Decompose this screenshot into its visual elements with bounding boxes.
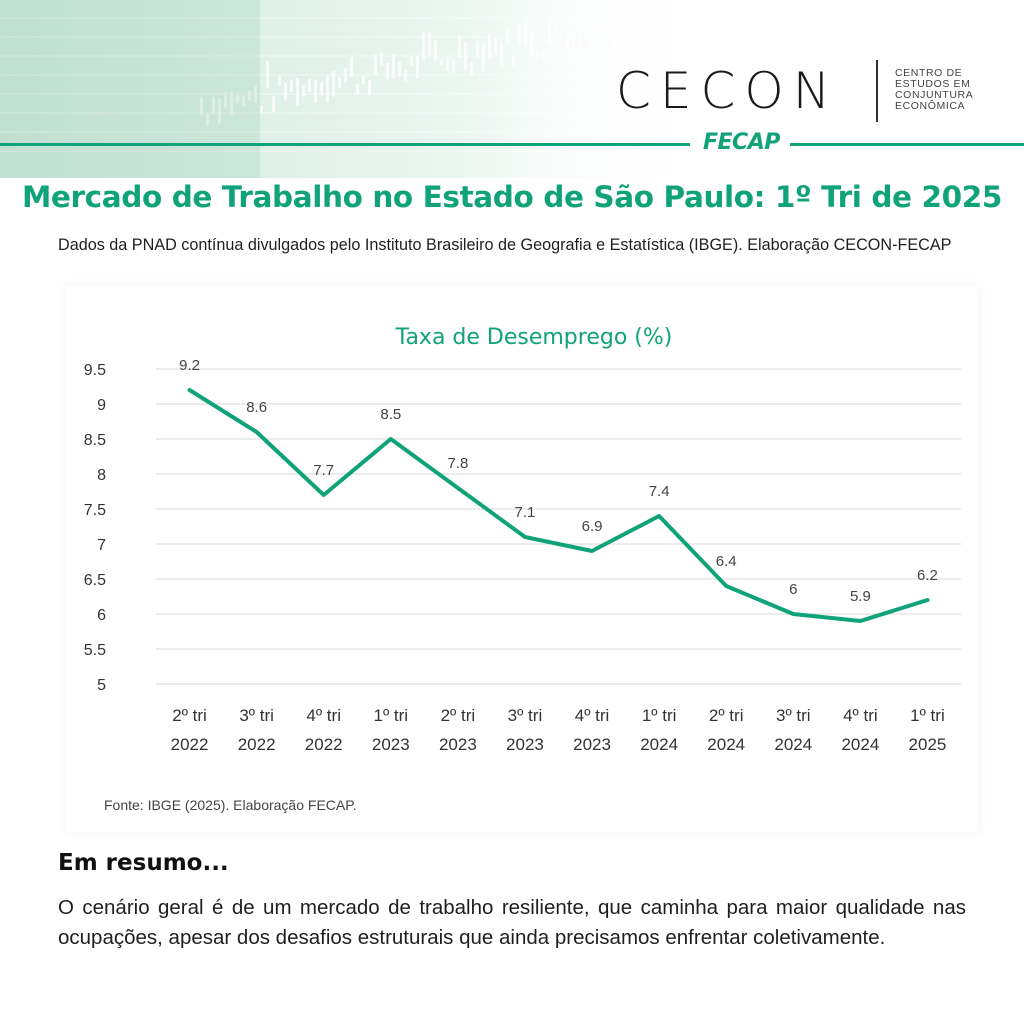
x-tick-label: 2024: [774, 735, 812, 754]
brand-divider: [876, 60, 878, 122]
chart-panel: Taxa de Desemprego (%) 5 5.5 6 6.5 7 7.5 8 8.5 9…: [66, 286, 978, 832]
x-tick-label: 2º tri: [709, 706, 744, 725]
x-tick-label: 1º tri: [910, 706, 945, 725]
header-banner: [0, 0, 1024, 178]
x-tick-label: 2022: [238, 735, 276, 754]
x-tick-label: 3º tri: [508, 706, 543, 725]
data-label: 6.9: [582, 518, 603, 535]
data-label: 6.4: [716, 553, 737, 570]
x-tick-label: 2º tri: [172, 706, 207, 725]
page-title: Mercado de Trabalho no Estado de São Pau…: [21, 180, 1003, 214]
y-tick-label: 8: [97, 467, 106, 484]
series-line: [187, 388, 930, 623]
chart-source: Fonte: IBGE (2025). Elaboração FECAP.: [104, 797, 357, 813]
data-label: 6: [789, 581, 797, 598]
x-tick-label: 4º tri: [306, 706, 341, 725]
data-label: 7.7: [313, 462, 334, 479]
y-tick-label: 5: [97, 677, 106, 694]
summary-text: O cenário geral é de um mercado de traba…: [58, 896, 966, 949]
x-tick-label: 2024: [707, 735, 745, 754]
x-tick-label: 2º tri: [441, 706, 476, 725]
x-tick-label: 2023: [439, 735, 477, 754]
header-fade: [0, 0, 1024, 178]
brand-subtitle-line: CENTRO DE: [895, 67, 963, 79]
y-tick-label: 7: [97, 537, 106, 554]
x-tick-label: 2022: [171, 735, 209, 754]
y-tick-label: 6.5: [84, 572, 106, 589]
y-tick-label: 9.5: [84, 362, 106, 379]
brand-name: CECON: [616, 62, 840, 120]
data-label: 7.8: [447, 455, 468, 472]
header-rule: [0, 143, 690, 146]
x-tick-label: 2023: [372, 735, 410, 754]
x-tick-label: 4º tri: [575, 706, 610, 725]
x-tick-label: 4º tri: [843, 706, 878, 725]
x-tick-label: 1º tri: [642, 706, 677, 725]
summary-title: Em resumo...: [58, 850, 229, 876]
y-tick-label: 5.5: [84, 642, 106, 659]
x-tick-label: 3º tri: [776, 706, 811, 725]
y-tick-label: 6: [97, 607, 106, 624]
x-tick-label: 3º tri: [239, 706, 274, 725]
x-tick-label: 1º tri: [374, 706, 409, 725]
x-tick-label: 2023: [573, 735, 611, 754]
brand-subtitle: CENTRO DE ESTUDOS EM CONJUNTURA ECONÔMIC…: [895, 68, 1015, 112]
unemployment-line-chart: Taxa de Desemprego (%) 5 5.5 6 6.5 7 7.5 8 8.5 9…: [84, 325, 961, 813]
brand-subtitle-line: ESTUDOS EM: [895, 78, 971, 90]
y-tick-label: 7.5: [84, 502, 106, 519]
data-label: 6.2: [917, 567, 938, 584]
header-rule: [790, 143, 1024, 146]
data-label: 8.5: [380, 406, 401, 423]
x-tick-label: 2022: [305, 735, 343, 754]
data-label: 7.4: [649, 483, 670, 500]
x-tick-label: 2023: [506, 735, 544, 754]
y-tick-label: 9: [97, 397, 106, 414]
data-label: 9.2: [179, 357, 200, 374]
brand-subtitle-line: CONJUNTURA: [895, 89, 974, 101]
chart-title: Taxa de Desemprego (%): [395, 325, 673, 350]
y-tick-label: 8.5: [84, 432, 106, 449]
x-tick-label: 2025: [909, 735, 947, 754]
brand-subtitle-line: ECONÔMICA: [895, 100, 966, 112]
data-label: 5.9: [850, 588, 871, 605]
page-subtitle: Dados da PNAD contínua divulgados pelo I…: [58, 236, 952, 254]
fecap-logo: FECAP: [697, 130, 786, 155]
data-label: 7.1: [515, 504, 536, 521]
data-label: 8.6: [246, 399, 267, 416]
x-tick-label: 2024: [640, 735, 678, 754]
x-tick-label: 2024: [841, 735, 879, 754]
